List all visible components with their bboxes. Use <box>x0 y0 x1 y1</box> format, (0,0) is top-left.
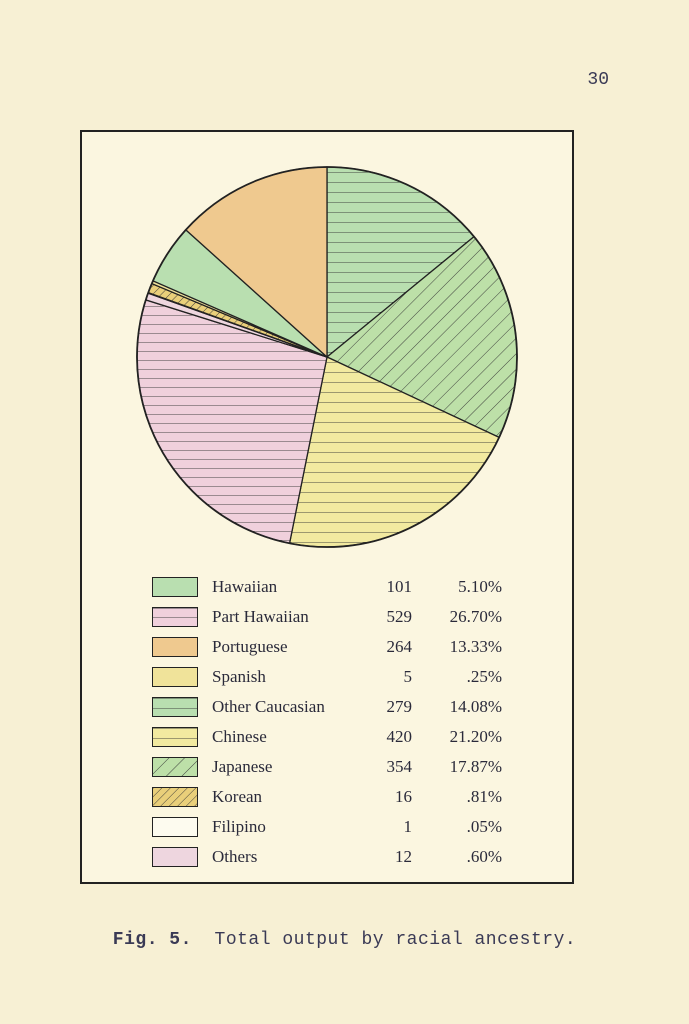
legend-count: 529 <box>352 607 412 627</box>
legend-row-portuguese: Portuguese26413.33% <box>152 632 532 662</box>
legend-percent: 17.87% <box>412 757 502 777</box>
legend-label: Chinese <box>212 727 352 747</box>
pie-chart <box>132 162 522 557</box>
legend-row-filipino: Filipino1.05% <box>152 812 532 842</box>
legend-percent: 5.10% <box>412 577 502 597</box>
legend-row-korean: Korean16.81% <box>152 782 532 812</box>
legend-row-other_caucasian: Other Caucasian27914.08% <box>152 692 532 722</box>
legend-label: Portuguese <box>212 637 352 657</box>
legend-row-japanese: Japanese35417.87% <box>152 752 532 782</box>
legend-row-others: Others12.60% <box>152 842 532 872</box>
legend-label: Hawaiian <box>212 577 352 597</box>
legend-label: Other Caucasian <box>212 697 352 717</box>
legend-label: Japanese <box>212 757 352 777</box>
legend-percent: 13.33% <box>412 637 502 657</box>
legend-percent: .05% <box>412 817 502 837</box>
legend-label: Part Hawaiian <box>212 607 352 627</box>
legend-swatch-part_hawaiian <box>152 607 198 627</box>
legend-swatch-portuguese <box>152 637 198 657</box>
legend-label: Others <box>212 847 352 867</box>
legend-swatch-spanish <box>152 667 198 687</box>
figure-frame: Hawaiian1015.10%Part Hawaiian52926.70%Po… <box>80 130 574 884</box>
legend-count: 354 <box>352 757 412 777</box>
legend-percent: .60% <box>412 847 502 867</box>
legend-count: 264 <box>352 637 412 657</box>
legend-swatch-japanese <box>152 757 198 777</box>
legend-label: Korean <box>212 787 352 807</box>
figure-caption: Fig. 5. Total output by racial ancestry. <box>0 930 689 950</box>
legend-count: 12 <box>352 847 412 867</box>
page-number: 30 <box>587 70 609 90</box>
legend-count: 279 <box>352 697 412 717</box>
legend-count: 420 <box>352 727 412 747</box>
legend-percent: 26.70% <box>412 607 502 627</box>
legend-swatch-hawaiian <box>152 577 198 597</box>
caption-prefix: Fig. 5. <box>113 930 192 950</box>
legend-swatch-other_caucasian <box>152 697 198 717</box>
caption-text: Total output by racial ancestry. <box>215 930 577 950</box>
legend-percent: 14.08% <box>412 697 502 717</box>
legend-percent: 21.20% <box>412 727 502 747</box>
legend-row-chinese: Chinese42021.20% <box>152 722 532 752</box>
legend-label: Filipino <box>212 817 352 837</box>
legend-percent: .25% <box>412 667 502 687</box>
legend-swatch-filipino <box>152 817 198 837</box>
legend-count: 1 <box>352 817 412 837</box>
legend-swatch-chinese <box>152 727 198 747</box>
legend-swatch-korean <box>152 787 198 807</box>
legend-count: 16 <box>352 787 412 807</box>
legend-row-hawaiian: Hawaiian1015.10% <box>152 572 532 602</box>
legend-count: 5 <box>352 667 412 687</box>
legend: Hawaiian1015.10%Part Hawaiian52926.70%Po… <box>152 572 532 872</box>
legend-percent: .81% <box>412 787 502 807</box>
legend-row-spanish: Spanish5.25% <box>152 662 532 692</box>
legend-count: 101 <box>352 577 412 597</box>
legend-row-part_hawaiian: Part Hawaiian52926.70% <box>152 602 532 632</box>
legend-label: Spanish <box>212 667 352 687</box>
legend-swatch-others <box>152 847 198 867</box>
